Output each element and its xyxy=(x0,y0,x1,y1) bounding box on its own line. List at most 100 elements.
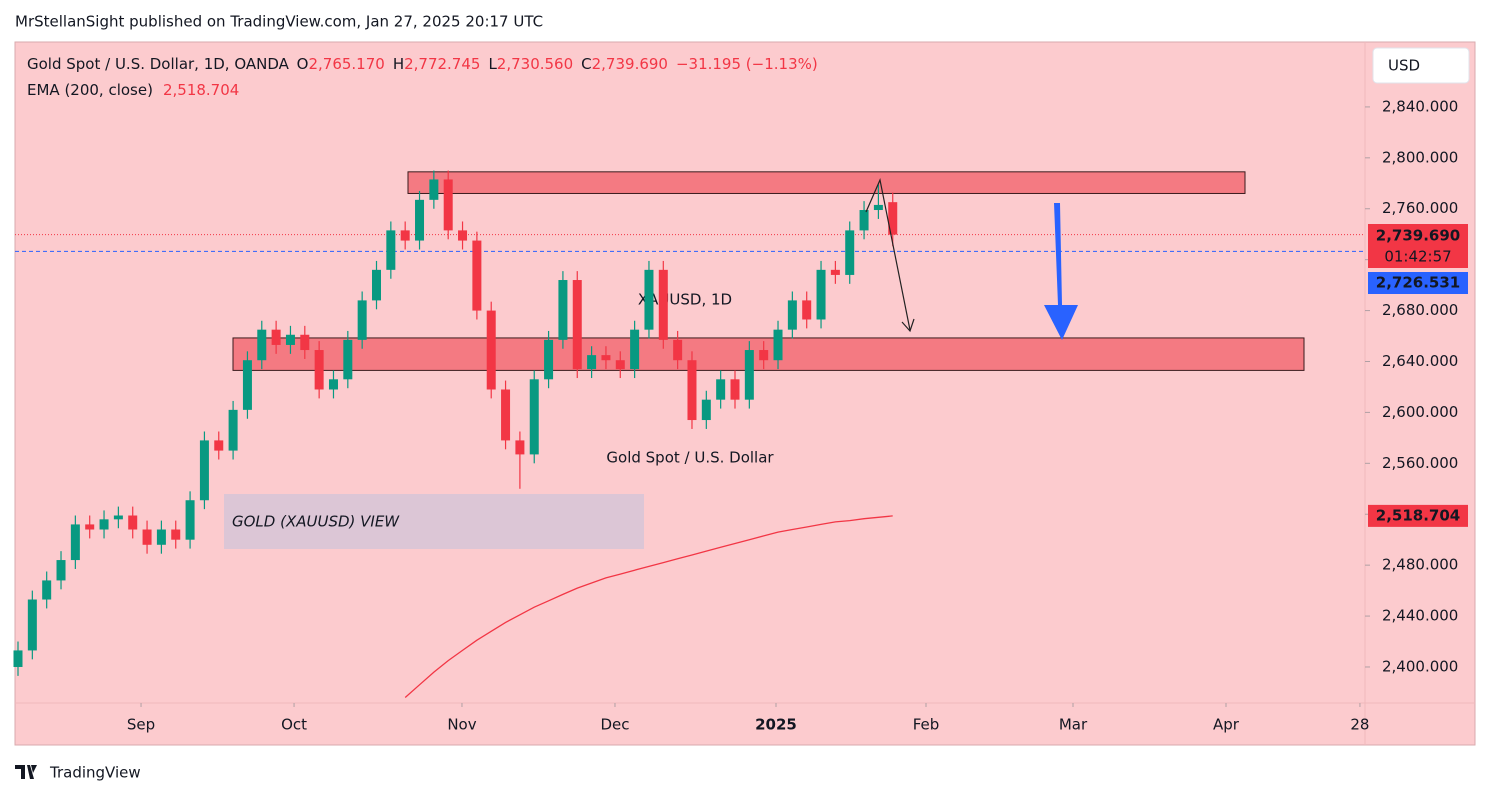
candle-body xyxy=(845,230,855,275)
y-tick-label: 2,600.000 xyxy=(1382,403,1458,421)
x-tick-label: Dec xyxy=(600,716,629,734)
y-tick-label: 2,480.000 xyxy=(1382,556,1458,574)
y-tick-label: 2,400.000 xyxy=(1382,657,1458,675)
annotation: GOLD (XAUUSD) VIEW xyxy=(232,513,400,531)
candle-body xyxy=(673,339,683,361)
candle-body xyxy=(429,179,439,200)
price-tag-label: 2,726.531 xyxy=(1376,274,1460,292)
candle-body xyxy=(501,389,511,441)
candle-body xyxy=(228,409,238,451)
x-tick-label: Sep xyxy=(127,716,155,734)
candle-body xyxy=(572,280,582,370)
candle-body xyxy=(271,329,281,345)
price-tag xyxy=(1368,224,1468,268)
x-tick-label: Mar xyxy=(1059,716,1088,734)
indicator-name: EMA (200, close) xyxy=(27,81,153,99)
candle-body xyxy=(859,210,869,231)
candle-body xyxy=(601,355,611,361)
ohlc-value: 2,739.690 xyxy=(592,55,668,73)
brand: TradingView xyxy=(49,764,141,782)
candle-body xyxy=(415,199,425,241)
currency-button[interactable] xyxy=(1372,47,1470,84)
candle-body xyxy=(558,280,568,340)
candle-body xyxy=(328,379,338,390)
candle-body xyxy=(658,269,668,340)
candle-body xyxy=(128,515,138,530)
candle-body xyxy=(386,230,396,270)
candle-body xyxy=(730,379,740,400)
candle-body xyxy=(56,560,66,581)
y-tick-label: 2,640.000 xyxy=(1382,352,1458,370)
candle-body xyxy=(199,440,209,501)
x-tick-label: Oct xyxy=(281,716,307,734)
candle-body xyxy=(113,515,123,520)
candle-body xyxy=(99,519,109,530)
candle-body xyxy=(257,329,267,361)
candle-body xyxy=(85,524,95,530)
candle-body xyxy=(42,580,52,600)
change: −31.195 (−1.13%) xyxy=(676,55,818,73)
candle-body xyxy=(744,350,754,400)
candle-body xyxy=(171,529,181,540)
y-tick-label: 2,760.000 xyxy=(1382,199,1458,217)
candle-body xyxy=(156,529,166,545)
ohlc-key: O xyxy=(297,55,309,73)
annotation-box xyxy=(224,494,644,549)
x-tick-label: Feb xyxy=(913,716,940,734)
candle-body xyxy=(472,240,482,311)
watermark-name: Gold Spot / U.S. Dollar xyxy=(606,449,774,467)
logo xyxy=(15,765,37,779)
candle-body xyxy=(300,334,310,351)
x-tick-label: 28 xyxy=(1350,716,1369,734)
ohlc-key: H xyxy=(393,55,404,73)
price-tag-label: 2,739.690 xyxy=(1376,227,1460,245)
candle-body xyxy=(802,300,812,320)
ohlc-key: L xyxy=(488,55,497,73)
drawn-arrowhead xyxy=(901,318,915,333)
title: Gold Spot / U.S. Dollar, 1D, OANDA xyxy=(27,55,290,73)
indicator-value: 2,518.704 xyxy=(163,81,239,99)
zone xyxy=(232,337,1305,371)
price-tag xyxy=(1368,272,1468,294)
currency: USD xyxy=(1388,57,1420,75)
countdown: 01:42:57 xyxy=(1384,248,1451,266)
drawn-line xyxy=(865,178,911,331)
zone xyxy=(407,171,1246,194)
logo-mark xyxy=(15,765,37,779)
candle-body xyxy=(486,310,496,390)
candle-body xyxy=(443,179,453,231)
ohlc-value: 2,730.560 xyxy=(497,55,573,73)
candle-body xyxy=(515,440,525,455)
candle-body xyxy=(242,360,252,410)
candle-body xyxy=(27,599,37,651)
candle-body xyxy=(701,399,711,421)
candle-body xyxy=(458,230,468,241)
candle-body xyxy=(759,350,769,361)
y-tick-label: 2,840.000 xyxy=(1382,97,1458,115)
legend: Gold Spot / U.S. Dollar, 1D, OANDA O2,765… xyxy=(27,55,818,73)
candle-body xyxy=(70,524,80,561)
candle-body xyxy=(873,204,883,211)
candle-body xyxy=(343,339,353,380)
ema-line xyxy=(404,515,893,698)
candle-body xyxy=(544,339,554,380)
y-tick-label: 2,680.000 xyxy=(1382,301,1458,319)
candle-body xyxy=(400,230,410,241)
candle-body xyxy=(830,269,840,275)
candle-body xyxy=(314,350,324,390)
blue-arrow xyxy=(1044,203,1078,340)
candle-body xyxy=(185,500,195,540)
x-tick-label: Apr xyxy=(1213,716,1240,734)
ohlc-key: C xyxy=(581,55,591,73)
candle-body xyxy=(787,300,797,330)
candle-body xyxy=(13,650,23,667)
candle-body xyxy=(587,355,597,370)
publisher: MrStellanSight published on TradingView.… xyxy=(15,13,543,31)
candle-body xyxy=(630,329,640,370)
candle-body xyxy=(214,440,224,451)
x-tick-label: 2025 xyxy=(755,716,797,734)
candle-body xyxy=(285,334,295,345)
candle-body xyxy=(529,379,539,455)
candle-body xyxy=(357,300,367,340)
